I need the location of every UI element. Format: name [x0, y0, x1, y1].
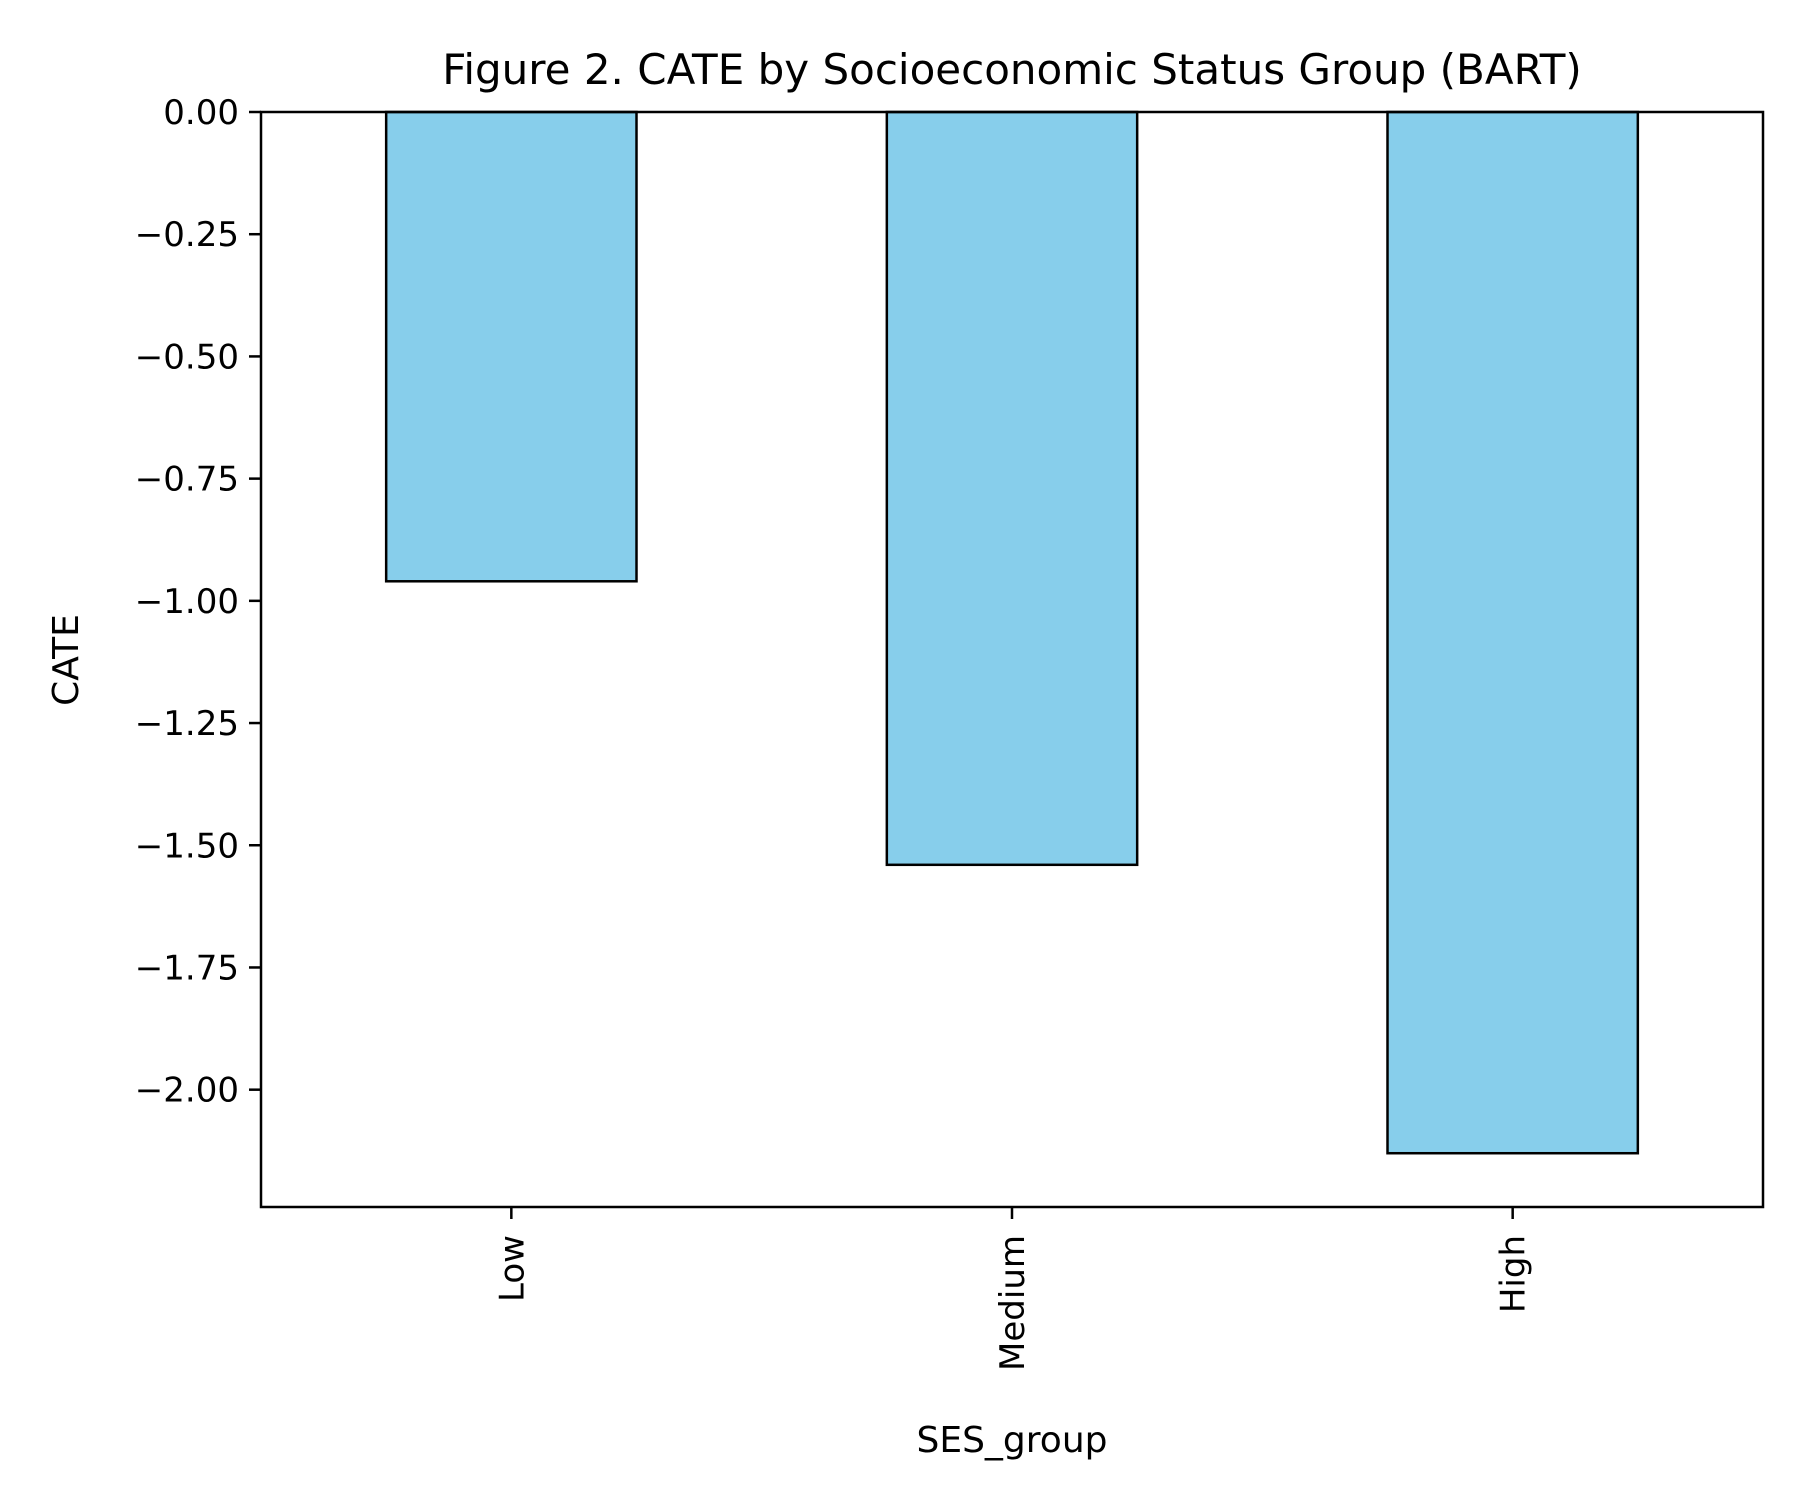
x-tick-label-high: High	[1494, 1235, 1534, 1313]
y-axis: 0.00 −0.25 −0.50 −0.75 −1.00 −1.25 −1.50 −1.75 −…	[135, 93, 261, 1111]
y-tick-label: −0.50	[135, 337, 239, 377]
y-tick-label: −1.00	[135, 582, 239, 622]
bar-high	[1386, 110, 1640, 1155]
y-tick-label: −0.75	[135, 460, 239, 500]
bar-medium	[885, 110, 1139, 867]
x-axis: Low Medium High	[492, 1207, 1534, 1371]
y-axis-label: CATE	[46, 614, 87, 706]
x-axis-label: SES_group	[916, 1420, 1107, 1461]
y-tick-label: −2.00	[135, 1071, 239, 1111]
y-tick-label: 0.00	[163, 93, 239, 133]
bar-low	[384, 110, 638, 583]
y-tick-label: −0.25	[135, 215, 239, 255]
y-tick-label: −1.25	[135, 704, 239, 744]
y-tick-label: −1.50	[135, 826, 239, 866]
y-tick-label: −1.75	[135, 948, 239, 988]
bars-layer	[384, 110, 1640, 1155]
x-tick-label-medium: Medium	[993, 1235, 1033, 1371]
x-tick-label-low: Low	[492, 1235, 532, 1302]
chart-title: Figure 2. CATE by Socioeconomic Status G…	[442, 45, 1582, 94]
